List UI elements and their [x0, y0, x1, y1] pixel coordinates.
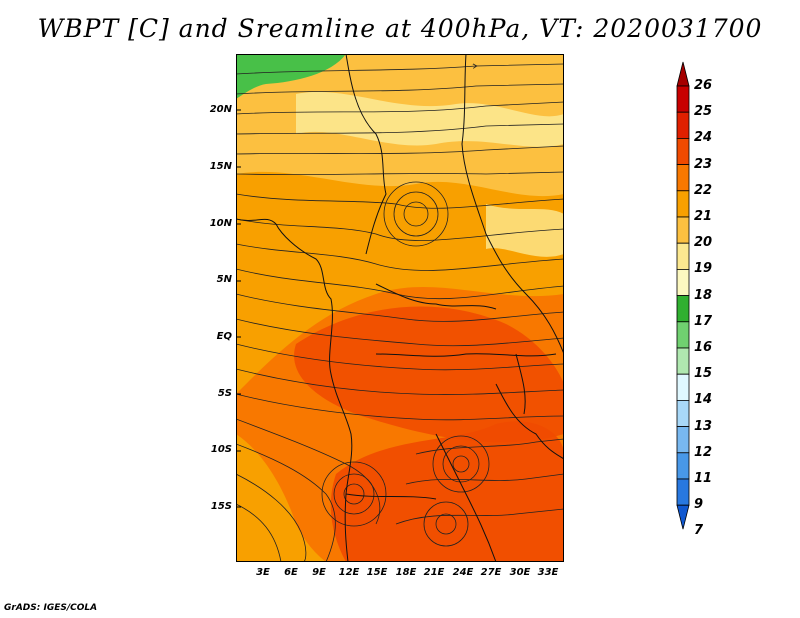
field-mid-southwest [236, 434, 326, 562]
colorbar-label: 22 [694, 182, 713, 198]
colorbar-label: 9 [694, 497, 704, 513]
colorbar-label: 18 [694, 287, 713, 303]
colorbar-swatch [676, 111, 690, 139]
colorbar-label: 15 [694, 366, 713, 382]
colorbar-swatch [676, 452, 690, 480]
colorbar-label: 17 [694, 313, 713, 329]
lon-label-15e: 15E [366, 567, 388, 578]
colorbar-label: 14 [694, 392, 713, 408]
colorbar-swatch [676, 242, 690, 270]
colorbar-swatch [676, 190, 690, 218]
colorbar-swatch [676, 426, 690, 454]
lon-label-18e: 18E [395, 567, 417, 578]
streamlines [236, 64, 564, 562]
field-red-center [294, 306, 564, 443]
lon-label-9e: 9E [312, 567, 326, 578]
colorbar-swatch [676, 347, 690, 375]
lon-label-30e: 30E [509, 567, 531, 578]
colorbar-label: 24 [694, 130, 713, 146]
colorbar-label: 23 [694, 156, 713, 172]
colorbar-swatch [676, 321, 690, 349]
colorbar-label: 26 [694, 78, 713, 93]
lon-label-21e: 21E [423, 567, 445, 578]
footer-credit: GrADS: IGES/COLA [4, 603, 98, 613]
lon-label-33e: 33E [537, 567, 559, 578]
colorbar-top-arrow [676, 61, 690, 87]
colorbar-swatch [676, 295, 690, 323]
lat-label-5s: 5S [217, 388, 232, 399]
field-red-south [330, 421, 564, 562]
lon-label-3e: 3E [256, 567, 270, 578]
lat-label-15s: 15S [210, 501, 232, 512]
lon-label-27e: 27E [480, 567, 502, 578]
colorbar-swatch [676, 373, 690, 401]
colorbar-swatch [676, 478, 690, 506]
map-panel [236, 54, 564, 562]
colorbar-label: 20 [694, 235, 713, 251]
colorbar-label: 25 [694, 104, 713, 120]
colorbar-label: 7 [694, 523, 704, 539]
lat-label-15n: 15N [209, 161, 232, 172]
colorbar-bottom-arrow [676, 504, 690, 530]
colorbar [676, 61, 690, 530]
colorbar-label: 13 [694, 418, 713, 434]
colorbar-label: 21 [694, 209, 713, 224]
lon-label-24e: 24E [452, 567, 474, 578]
lat-label-20n: 20N [209, 104, 232, 115]
colorbar-swatch [676, 164, 690, 192]
colorbar-label: 11 [694, 471, 713, 486]
colorbar-label: 12 [694, 444, 713, 460]
colorbar-swatch [676, 216, 690, 244]
colorbar-swatch [676, 268, 690, 296]
lat-label-5n: 5N [216, 274, 232, 285]
field-pale-east [486, 204, 564, 257]
lon-label-12e: 12E [338, 567, 360, 578]
colorbar-swatch [676, 85, 690, 113]
field-green [236, 54, 346, 99]
lat-label-10n: 10N [209, 218, 232, 229]
colorbar-label: 19 [694, 261, 713, 277]
lat-label-10s: 10S [210, 444, 232, 455]
lon-label-6e: 6E [284, 567, 298, 578]
colorbar-swatch [676, 138, 690, 166]
country-borders [236, 54, 564, 562]
lat-label-eq: EQ [216, 331, 232, 342]
chart-title: WBPT [C] and Sreamline at 400hPa, VT: 20… [37, 14, 763, 43]
colorbar-label: 16 [694, 340, 713, 355]
colorbar-swatch [676, 399, 690, 427]
